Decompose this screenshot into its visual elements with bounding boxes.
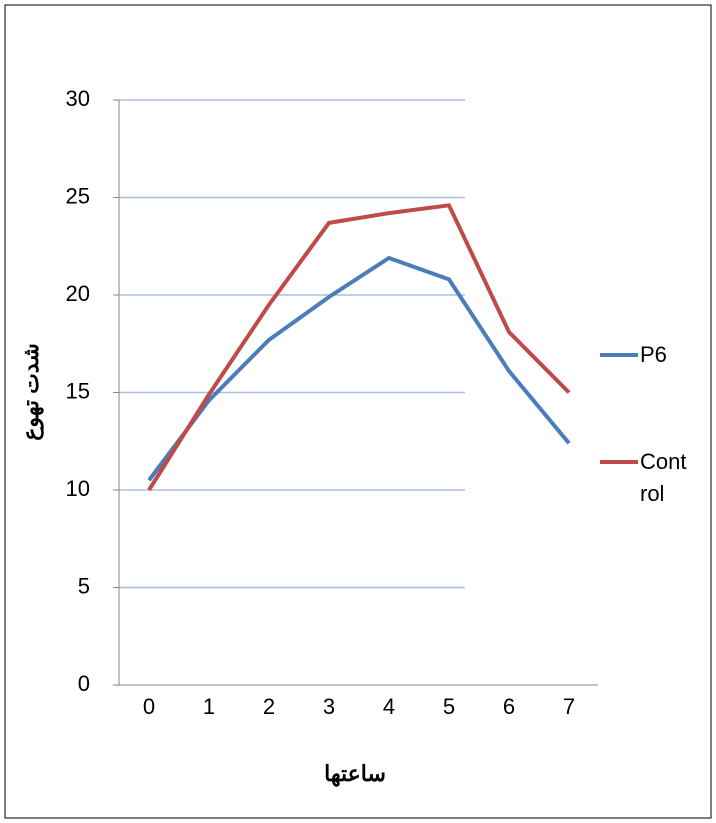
y-tick-label: 15 — [66, 378, 90, 403]
y-tick-label: 0 — [78, 671, 90, 696]
y-tick-label: 30 — [66, 86, 90, 111]
y-tick-label: 10 — [66, 476, 90, 501]
x-tick-label: 0 — [143, 694, 155, 719]
y-tick-label: 20 — [66, 281, 90, 306]
x-tick-label: 3 — [323, 694, 335, 719]
series-line — [147, 203, 571, 492]
chart-border — [4, 4, 712, 819]
y-tick-label: 5 — [78, 573, 90, 598]
legend-label: P6 — [640, 342, 667, 367]
x-tick-label: 7 — [563, 694, 575, 719]
x-axis-title: ساعتها — [324, 761, 386, 787]
y-tick-label: 25 — [66, 183, 90, 208]
x-tick-label: 5 — [443, 694, 455, 719]
legend-label: Control — [640, 449, 687, 506]
y-axis-title: شدت تهوع — [18, 343, 44, 441]
x-tick-label: 2 — [263, 694, 275, 719]
x-tick-label: 1 — [203, 694, 215, 719]
series-line — [147, 255, 571, 482]
x-tick-label: 4 — [383, 694, 395, 719]
x-tick-label: 6 — [503, 694, 515, 719]
